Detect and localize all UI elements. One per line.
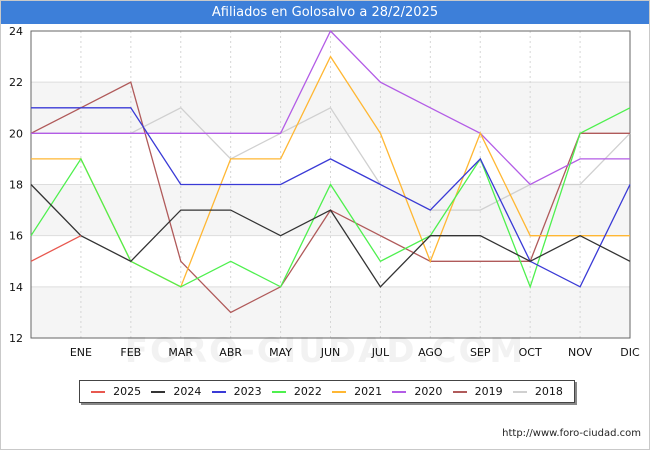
legend-swatch	[211, 390, 226, 393]
x-tick-label: ENE	[70, 346, 92, 359]
legend-label: 2023	[233, 385, 262, 398]
legend-item-2020: 2020	[392, 385, 442, 398]
legend-swatch	[332, 390, 347, 393]
source-credit: http://www.foro-ciudad.com	[502, 428, 641, 439]
legend-item-2023: 2023	[211, 385, 262, 398]
x-tick-label: DIC	[620, 346, 640, 359]
legend-item-2025: 2025	[91, 385, 141, 398]
y-tick-label: 16	[9, 230, 23, 243]
legend: 2025 2024 2023 2022 2021 2020 2019 2018	[79, 380, 575, 403]
y-tick-label: 18	[9, 179, 23, 192]
x-tick-label: AGO	[418, 346, 443, 359]
legend-label: 2025	[113, 385, 142, 398]
series-line-2020	[31, 29, 630, 186]
y-tick-label: 14	[9, 281, 23, 294]
legend-item-2022: 2022	[271, 385, 322, 398]
y-tick-label: 20	[9, 127, 23, 140]
y-tick-label: 22	[9, 76, 23, 89]
x-tick-label: JUN	[320, 346, 341, 359]
legend-item-2024: 2024	[151, 385, 201, 398]
legend-swatch	[392, 390, 407, 393]
legend-swatch	[151, 390, 166, 393]
y-tick-label: 12	[9, 332, 23, 345]
x-tick-label: NOV	[568, 346, 593, 359]
x-tick-label: MAR	[168, 346, 193, 359]
x-tick-label: SEP	[470, 346, 491, 359]
legend-label: 2021	[354, 385, 383, 398]
legend-swatch	[452, 390, 467, 393]
legend-label: 2019	[474, 385, 503, 398]
legend-label: 2020	[414, 385, 443, 398]
series-line-2025	[30, 235, 82, 262]
legend-swatch	[91, 390, 106, 393]
legend-swatch	[512, 390, 527, 393]
series-line-2024	[30, 184, 631, 288]
x-tick-label: ABR	[219, 346, 242, 359]
legend-item-2018: 2018	[512, 385, 563, 398]
chart-title: Afiliados en Golosalvo a 28/2/2025	[1, 1, 649, 24]
legend-swatch	[271, 390, 286, 393]
x-tick-label: FEB	[120, 346, 141, 359]
legend-item-2019: 2019	[452, 385, 503, 398]
legend-item-2021: 2021	[332, 385, 382, 398]
legend-label: 2022	[293, 385, 322, 398]
y-tick-label: 24	[9, 25, 23, 38]
legend-label: 2018	[534, 385, 563, 398]
x-tick-label: OCT	[519, 346, 542, 359]
x-tick-label: JUL	[371, 346, 390, 359]
x-tick-label: MAY	[269, 346, 292, 359]
legend-label: 2024	[173, 385, 202, 398]
